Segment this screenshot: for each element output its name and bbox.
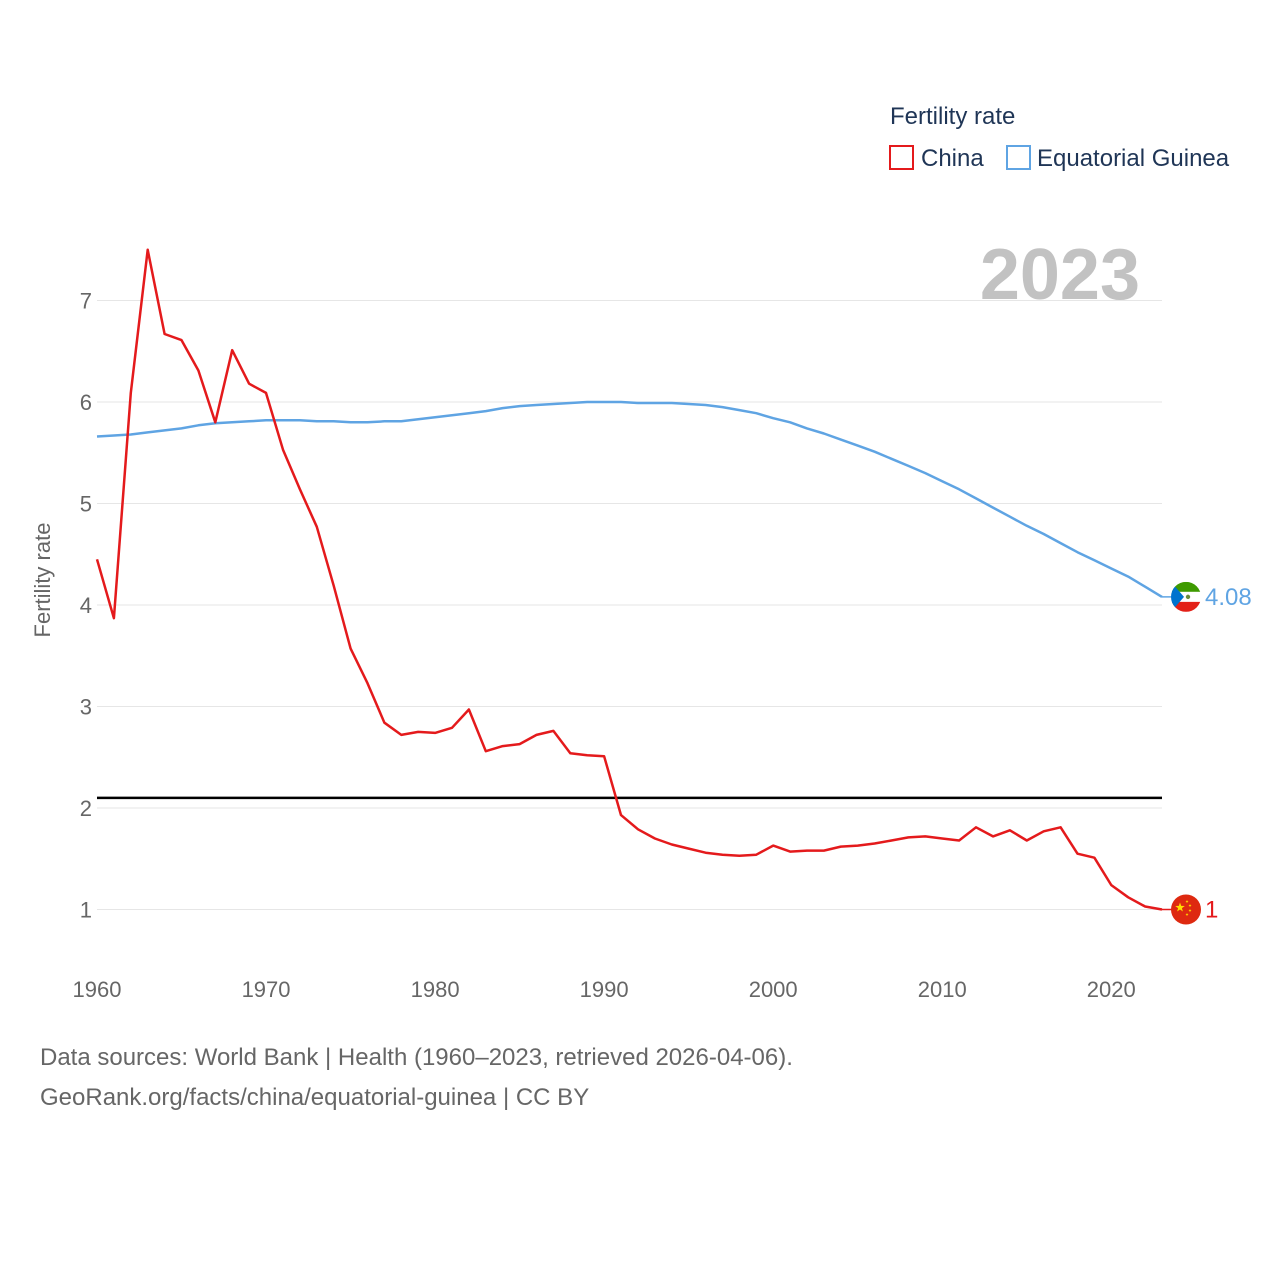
- series-end-markers: 4.08 1: [1162, 581, 1252, 925]
- end-value-label-equatorial-guinea: 4.08: [1205, 584, 1252, 611]
- series-line-equatorial-guinea[interactable]: [96, 400, 1163, 598]
- x-tick-label: 2020: [1087, 977, 1136, 1002]
- equatorial-guinea-flag-icon: [1171, 581, 1201, 612]
- china-flag-icon: [1171, 894, 1201, 925]
- x-tick-label: 1970: [242, 977, 291, 1002]
- y-tick-label: 4: [80, 593, 92, 618]
- end-value-label-china: 1: [1205, 897, 1218, 924]
- x-tick-label: 1990: [580, 977, 629, 1002]
- x-tick-label: 1960: [73, 977, 122, 1002]
- y-tick-label: 6: [80, 390, 92, 415]
- y-tick-label: 3: [80, 695, 92, 720]
- series-lines: [95, 248, 1163, 911]
- footer-attribution[interactable]: GeoRank.org/facts/china/equatorial-guine…: [40, 1084, 590, 1111]
- legend-swatch-china[interactable]: [889, 145, 914, 170]
- footer-sources: Data sources: World Bank | Health (1960–…: [40, 1044, 793, 1071]
- legend-label-equatorial-guinea[interactable]: Equatorial Guinea: [1037, 145, 1230, 172]
- year-label: 2023: [980, 235, 1140, 315]
- y-tick-label: 7: [80, 289, 92, 314]
- legend-swatch-equatorial-guinea[interactable]: [1006, 145, 1031, 170]
- x-tick-label: 2010: [918, 977, 967, 1002]
- x-axis-ticks: 1960 1970 1980 1990 2000 2010 2020: [73, 977, 1136, 1002]
- x-tick-label: 1980: [411, 977, 460, 1002]
- y-axis-title: Fertility rate: [30, 523, 55, 638]
- y-tick-label: 1: [80, 898, 92, 923]
- legend-title: Fertility rate: [890, 103, 1015, 130]
- legend: Fertility rate China Equatorial Guinea: [889, 103, 1230, 172]
- gridlines: [97, 300, 1162, 910]
- series-line-china[interactable]: [95, 248, 1163, 911]
- y-axis-ticks: 1 2 3 4 5 6 7: [80, 289, 92, 923]
- x-tick-label: 2000: [749, 977, 798, 1002]
- y-tick-label: 5: [80, 492, 92, 517]
- y-tick-label: 2: [80, 796, 92, 821]
- legend-label-china[interactable]: China: [921, 145, 984, 172]
